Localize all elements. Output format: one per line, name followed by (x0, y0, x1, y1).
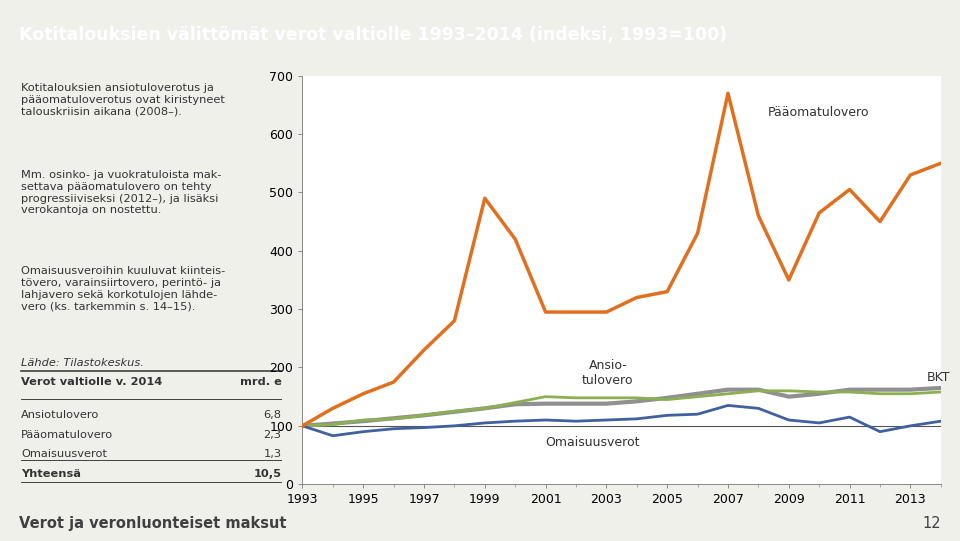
Text: 6,8: 6,8 (263, 410, 281, 420)
Text: Kotitalouksien ansiotuloverotus ja
pääomatuloverotus ovat kiristyneet
talouskrii: Kotitalouksien ansiotuloverotus ja pääom… (21, 83, 225, 117)
Text: Pääomatulovero: Pääomatulovero (21, 430, 113, 440)
Text: 1,3: 1,3 (263, 449, 281, 459)
Text: Omaisuusverot: Omaisuusverot (545, 437, 640, 450)
Text: Lähde: Tilastokeskus.: Lähde: Tilastokeskus. (21, 358, 144, 368)
Text: 2,3: 2,3 (263, 430, 281, 440)
Text: Omaisuusveroihin kuuluvat kiinteis-
tövero, varainsiirtovero, perintö- ja
lahjav: Omaisuusveroihin kuuluvat kiinteis- töve… (21, 266, 226, 311)
Text: BKT: BKT (927, 371, 950, 384)
Text: Yhteensä: Yhteensä (21, 469, 81, 479)
Text: Kotitalouksien välittömät verot valtiolle 1993–2014 (indeksi, 1993=100): Kotitalouksien välittömät verot valtioll… (19, 26, 728, 44)
Text: Ansiotulovero: Ansiotulovero (21, 410, 99, 420)
Text: Ansio-
tulovero: Ansio- tulovero (582, 359, 634, 387)
Text: mrd. e: mrd. e (240, 378, 281, 387)
Text: Verot ja veronluonteiset maksut: Verot ja veronluonteiset maksut (19, 516, 287, 531)
Text: 10,5: 10,5 (253, 469, 281, 479)
Text: Omaisuusverot: Omaisuusverot (21, 449, 107, 459)
Text: Pääomatulovero: Pääomatulovero (767, 106, 869, 119)
Text: Mm. osinko- ja vuokratuloista mak-
settava pääomatulovero on tehty
progressiivis: Mm. osinko- ja vuokratuloista mak- setta… (21, 170, 222, 215)
Text: 12: 12 (923, 516, 941, 531)
Text: Verot valtiolle v. 2014: Verot valtiolle v. 2014 (21, 378, 162, 387)
